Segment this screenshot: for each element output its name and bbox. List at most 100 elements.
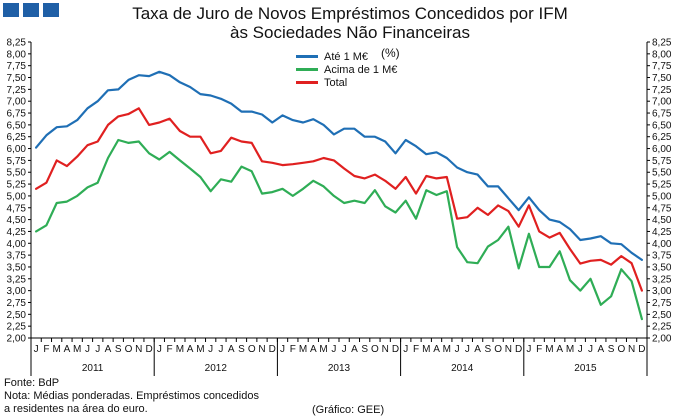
legend-swatch-total — [296, 81, 318, 84]
x-month-label: A — [433, 344, 440, 355]
legend-item-ate-1m: Até 1 M€ — [296, 50, 397, 63]
y-tick-label-left: 2,75 — [7, 298, 27, 309]
y-tick-label-left: 3,00 — [7, 286, 27, 297]
chart-title-line2: às Sociedades Não Financeiras — [229, 23, 471, 42]
y-tick-label-right: 4,00 — [652, 239, 672, 250]
x-month-label: F — [43, 344, 49, 355]
x-month-label: M — [196, 344, 204, 355]
x-month-label: J — [85, 344, 90, 355]
y-tick-label-right: 3,25 — [652, 274, 672, 285]
series-line-2 — [34, 138, 644, 321]
x-month-label: A — [474, 344, 481, 355]
y-tick-label-left: 2,00 — [7, 334, 27, 345]
x-month-label: J — [218, 344, 223, 355]
x-month-label: N — [258, 344, 265, 355]
x-month-label: D — [638, 344, 645, 355]
y-tick-label-right: 5,50 — [652, 168, 672, 179]
y-tick-label-left: 3,50 — [7, 262, 27, 273]
x-month-label: F — [536, 344, 542, 355]
x-month-label: J — [157, 344, 162, 355]
x-month-label: D — [145, 344, 152, 355]
y-tick-label-left: 5,00 — [7, 191, 27, 202]
y-tick-label-right: 3,00 — [652, 286, 672, 297]
legend-swatch-acima-1m — [296, 68, 318, 71]
x-month-label: M — [566, 344, 574, 355]
y-tick-label-right: 6,25 — [652, 132, 672, 143]
series-line-3 — [34, 107, 644, 292]
source-note: Fonte: BdP — [4, 377, 60, 389]
y-tick-label-left: 2,25 — [7, 322, 27, 333]
x-month-label: A — [64, 344, 71, 355]
y-tick-label-right: 3,50 — [652, 262, 672, 273]
y-tick-label-left: 5,25 — [7, 180, 27, 191]
x-month-label: J — [95, 344, 100, 355]
x-month-label: A — [187, 344, 194, 355]
y-tick-label-right: 6,75 — [652, 109, 672, 120]
x-year-label: 2015 — [574, 363, 597, 374]
x-month-label: D — [269, 344, 276, 355]
x-month-label: D — [392, 344, 399, 355]
legend-label-ate-1m: Até 1 M€ — [324, 50, 369, 63]
x-month-label: M — [545, 344, 553, 355]
x-month-label: N — [135, 344, 142, 355]
y-tick-label-right: 3,75 — [652, 251, 672, 262]
x-month-label: A — [556, 344, 563, 355]
y-tick-label-left: 7,25 — [7, 85, 27, 96]
y-tick-label-right: 5,00 — [652, 191, 672, 202]
y-tick-label-left: 6,25 — [7, 132, 27, 143]
x-month-label: A — [310, 344, 317, 355]
legend-item-total: Total — [296, 76, 397, 89]
x-month-label: D — [515, 344, 522, 355]
y-tick-label-left: 8,25 — [7, 38, 27, 49]
series-line-1 — [34, 70, 644, 261]
y-tick-label-right: 7,75 — [652, 61, 672, 72]
x-month-label: J — [578, 344, 583, 355]
y-tick-label-right: 2,25 — [652, 322, 672, 333]
legend-item-acima-1m: Acima de 1 M€ — [296, 63, 397, 76]
y-tick-label-left: 4,25 — [7, 227, 27, 238]
x-month-label: A — [105, 344, 112, 355]
x-year-label: 2012 — [205, 363, 228, 374]
footnote-line1: Nota: Médias ponderadas. Empréstimos con… — [4, 390, 259, 402]
y-tick-label-left: 7,00 — [7, 97, 27, 108]
logo-block-2 — [23, 3, 39, 17]
x-month-label: S — [115, 344, 122, 355]
y-tick-label-left: 5,75 — [7, 156, 27, 167]
y-tick-label-right: 2,50 — [652, 310, 672, 321]
legend-swatch-ate-1m — [296, 55, 318, 58]
x-month-label: S — [238, 344, 245, 355]
logo-block-1 — [3, 3, 19, 17]
y-tick-label-left: 6,00 — [7, 144, 27, 155]
y-tick-label-left: 8,00 — [7, 49, 27, 60]
y-tick-label-left: 3,75 — [7, 251, 27, 262]
x-month-label: A — [597, 344, 604, 355]
chart-legend: Até 1 M€ Acima de 1 M€ Total — [296, 50, 397, 89]
x-month-label: O — [371, 344, 379, 355]
x-month-label: J — [526, 344, 531, 355]
y-tick-label-left: 4,50 — [7, 215, 27, 226]
y-tick-label-right: 8,00 — [652, 49, 672, 60]
x-month-label: M — [422, 344, 430, 355]
y-tick-label-right: 7,25 — [652, 85, 672, 96]
x-month-label: J — [588, 344, 593, 355]
x-month-label: J — [280, 344, 285, 355]
y-tick-label-right: 4,75 — [652, 203, 672, 214]
chart-title: Taxa de Juro de Novos Empréstimos Conced… — [132, 4, 568, 23]
y-tick-label-left: 2,50 — [7, 310, 27, 321]
x-month-label: F — [167, 344, 173, 355]
x-month-label: S — [608, 344, 615, 355]
y-tick-label-right: 2,00 — [652, 334, 672, 345]
x-month-label: J — [455, 344, 460, 355]
x-month-label: J — [34, 344, 39, 355]
x-month-label: J — [208, 344, 213, 355]
x-month-label: O — [494, 344, 502, 355]
y-tick-label-right: 6,50 — [652, 120, 672, 131]
x-month-label: N — [628, 344, 635, 355]
x-month-label: O — [248, 344, 256, 355]
x-month-label: F — [413, 344, 419, 355]
y-tick-label-left: 6,75 — [7, 109, 27, 120]
x-month-label: M — [176, 344, 184, 355]
x-month-label: S — [485, 344, 492, 355]
x-month-label: A — [351, 344, 358, 355]
